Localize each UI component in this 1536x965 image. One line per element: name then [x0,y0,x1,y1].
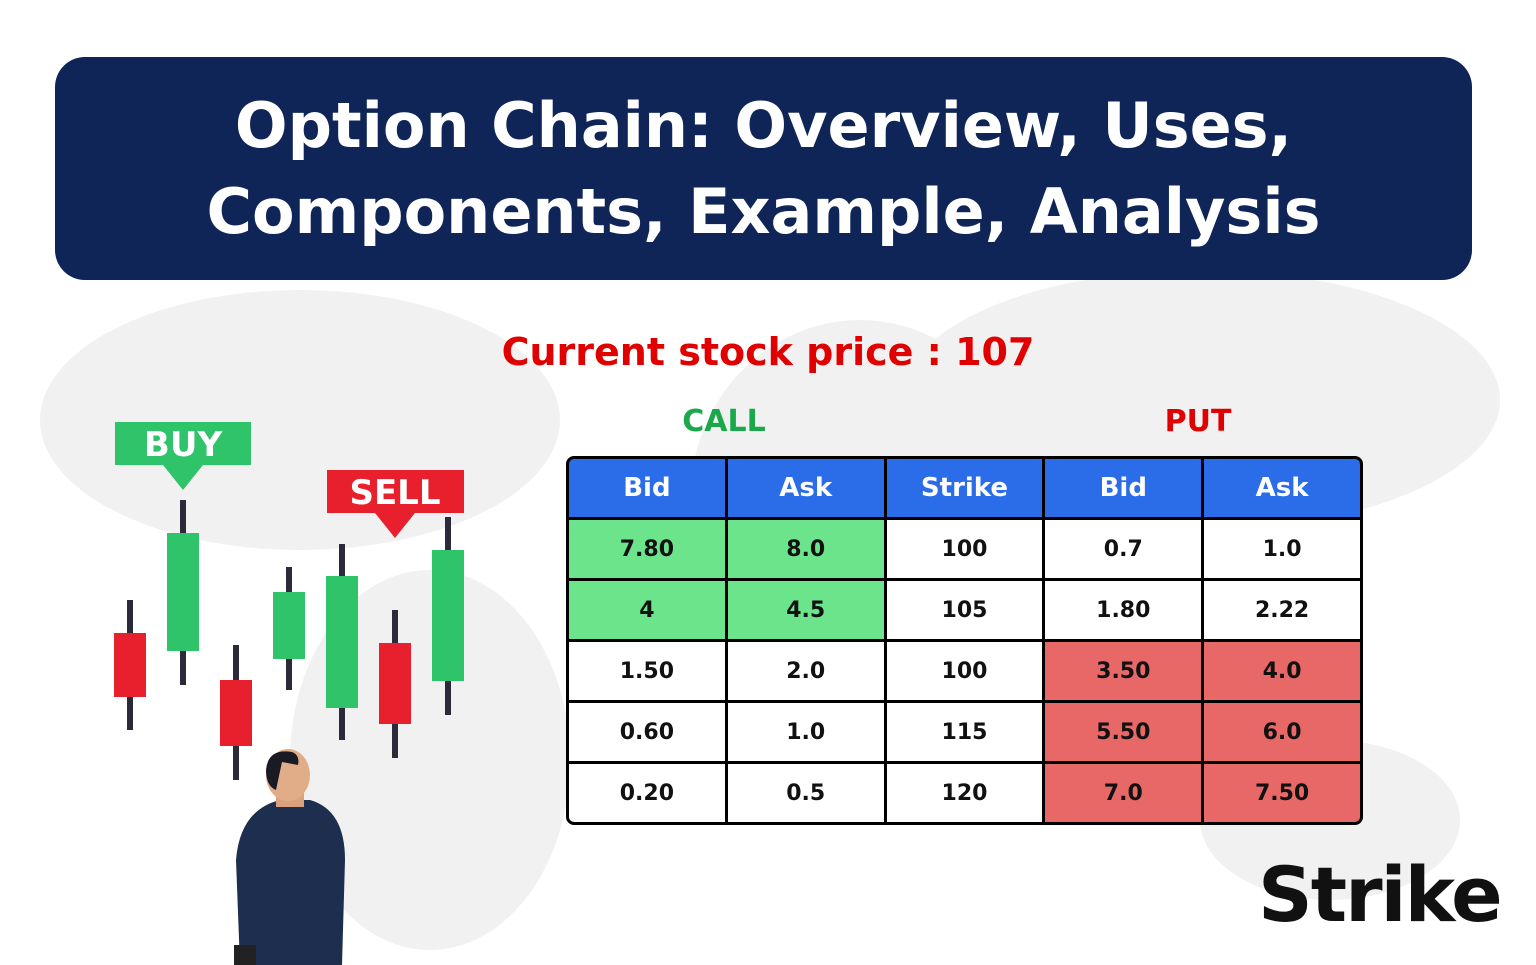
table-cell: 100 [886,642,1043,700]
table-cell: 1.80 [1045,581,1202,639]
table-cell: 115 [886,703,1043,761]
table-cell: 0.60 [569,703,725,761]
header-cell: Ask [1204,459,1360,517]
table-cell: 1.0 [727,703,884,761]
sell-tag [327,470,464,538]
brand-logo: Strike [1258,850,1503,939]
table-cell: 105 [886,581,1043,639]
table-cell: 4.5 [727,581,884,639]
table-cell: 0.5 [727,764,884,822]
table-cell: 6.0 [1204,703,1360,761]
table-cell: 3.50 [1045,642,1202,700]
buy-label: BUY [144,425,223,465]
table-cell: 5.50 [1045,703,1202,761]
businessman [234,749,345,965]
buy-tag [115,422,251,490]
table-cell: 0.7 [1045,520,1202,578]
table-cell: 7.50 [1204,764,1360,822]
put-label: PUT [1164,404,1232,439]
title-line: Components, Example, Analysis [206,174,1321,248]
table-cell: 120 [886,764,1043,822]
title-line: Option Chain: Overview, Uses, [234,88,1293,162]
table-cell: 4.0 [1204,642,1360,700]
header-cell: Ask [727,459,884,517]
header-cell: Bid [1045,459,1202,517]
table-cell: 0.20 [569,764,725,822]
title-banner: Option Chain: Overview, Uses, Components… [55,57,1472,280]
header-cell: Bid [569,459,725,517]
table-cell: 1.0 [1204,520,1360,578]
header-cell: Strike [886,459,1043,517]
option-table: Bid Ask Strike Bid Ask 7.80 8.0 100 0.7 1.0 4 4.5 10… [566,456,1363,825]
candlesticks [114,500,464,780]
table-cell: 8.0 [727,520,884,578]
table-cell: 2.0 [727,642,884,700]
table-cell: 100 [886,520,1043,578]
current-price: Current stock price : 107 [501,330,1035,374]
sell-label: SELL [349,473,440,513]
call-label: CALL [682,404,766,439]
table-cell: 2.22 [1204,581,1360,639]
table-cell: 1.50 [569,642,725,700]
table-cell: 7.0 [1045,764,1202,822]
table-cell: 4 [569,581,725,639]
table-cell: 7.80 [569,520,725,578]
